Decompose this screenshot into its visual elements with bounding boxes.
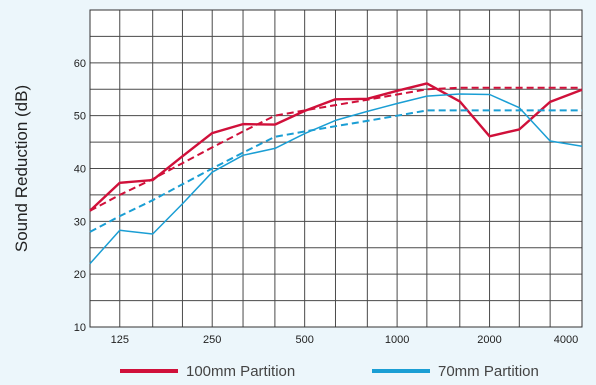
- dashed-series-line: [89, 86, 582, 212]
- legend: 100mm Partition 70mm Partition: [120, 363, 539, 380]
- y-tick-label: 30: [74, 216, 86, 228]
- x-tick-label: 125: [111, 334, 129, 346]
- legend-label: 70mm Partition: [438, 363, 539, 380]
- y-tick-label: 60: [74, 58, 86, 70]
- series-lines: [89, 82, 583, 265]
- y-tick-label: 10: [74, 322, 86, 334]
- x-tick-label: 250: [203, 334, 221, 346]
- series-line: [89, 82, 583, 212]
- legend-label: 100mm Partition: [186, 363, 295, 380]
- x-tick-label: 500: [295, 334, 313, 346]
- x-axis-ticks: 125 250 500 1000 2000 4000: [111, 334, 579, 346]
- series-line: [89, 93, 583, 265]
- grid: [89, 9, 583, 328]
- y-axis-ticks: 10 20 30 40 50 60: [74, 58, 86, 334]
- y-tick-label: 50: [74, 111, 86, 123]
- dashed-series-line: [89, 109, 582, 233]
- x-tick-label: 4000: [554, 334, 578, 346]
- y-axis-label: Sound Reduction (dB): [12, 85, 31, 252]
- x-tick-label: 1000: [385, 334, 409, 346]
- y-tick-label: 20: [74, 269, 86, 281]
- plot-frame: [89, 9, 583, 328]
- x-tick-label: 2000: [477, 334, 501, 346]
- y-tick-label: 40: [74, 164, 86, 176]
